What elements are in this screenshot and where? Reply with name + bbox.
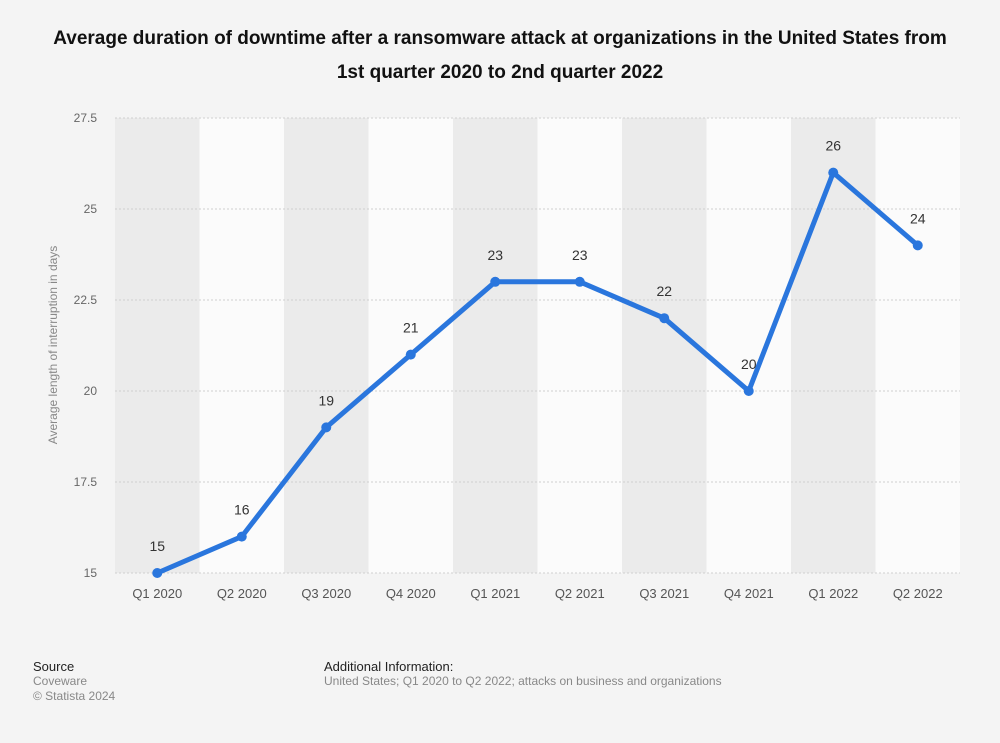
data-point xyxy=(321,422,332,433)
column-band xyxy=(706,118,791,573)
data-point xyxy=(236,531,247,542)
series-line xyxy=(154,170,921,576)
data-point xyxy=(912,240,923,251)
source-label: Source xyxy=(33,659,75,674)
column-band xyxy=(453,118,538,573)
y-tick-label: 27.5 xyxy=(74,111,98,125)
y-tick-label: 25 xyxy=(84,202,98,216)
copyright: © Statista 2024 xyxy=(33,689,116,703)
data-label: 19 xyxy=(318,392,334,408)
x-tick-label: Q2 2022 xyxy=(893,586,943,601)
data-label: 23 xyxy=(487,247,503,263)
data-point xyxy=(490,276,501,287)
additional-info-text: United States; Q1 2020 to Q2 2022; attac… xyxy=(324,674,722,688)
data-label: 23 xyxy=(572,247,588,263)
data-label: 22 xyxy=(656,283,672,299)
column-band xyxy=(875,118,960,573)
data-labels: 15 16 19 21 23 23 22 20 26 24 xyxy=(149,138,925,554)
additional-info-label: Additional Information: xyxy=(324,659,454,674)
source-name: Coveware xyxy=(33,674,88,688)
data-point xyxy=(743,386,754,396)
data-label: 20 xyxy=(741,356,757,372)
x-axis-ticks: Q1 2020 Q2 2020 Q3 2020 Q4 2020 Q1 2021 Q2 20… xyxy=(132,586,942,601)
column-band xyxy=(791,118,876,573)
y-tick-label: 20 xyxy=(84,384,98,398)
data-point xyxy=(574,276,585,287)
x-tick-label: Q4 2020 xyxy=(386,586,436,601)
source-block: Source Coveware © Statista 2024 xyxy=(33,659,115,704)
y-axis-ticks: 15 17.5 20 22.5 25 27.5 xyxy=(74,111,98,580)
additional-info-block: Additional Information: United States; Q… xyxy=(324,659,722,689)
y-tick-label: 22.5 xyxy=(74,293,98,307)
data-label: 21 xyxy=(403,320,419,336)
x-tick-label: Q2 2021 xyxy=(555,586,605,601)
data-point xyxy=(828,167,839,178)
data-label: 26 xyxy=(825,138,841,154)
chart-title: Average duration of downtime after a ran… xyxy=(53,28,947,83)
x-tick-label: Q1 2022 xyxy=(808,586,858,601)
x-tick-label: Q3 2021 xyxy=(639,586,689,601)
x-tick-label: Q2 2020 xyxy=(217,586,267,601)
column-band xyxy=(537,118,622,573)
y-tick-label: 17.5 xyxy=(74,475,98,489)
column-band xyxy=(368,118,453,573)
x-tick-label: Q3 2020 xyxy=(301,586,351,601)
data-point xyxy=(659,313,670,324)
data-label: 16 xyxy=(234,502,250,518)
x-tick-label: Q4 2021 xyxy=(724,586,774,601)
data-point xyxy=(405,349,416,360)
y-tick-label: 15 xyxy=(84,566,98,580)
column-bands xyxy=(115,118,960,573)
column-band xyxy=(115,118,200,573)
data-label: 15 xyxy=(149,538,165,554)
x-tick-label: Q1 2020 xyxy=(132,586,182,601)
data-point xyxy=(152,568,163,578)
x-tick-label: Q1 2021 xyxy=(470,586,520,601)
column-band xyxy=(284,118,369,573)
data-label: 24 xyxy=(910,210,926,226)
data-points xyxy=(152,167,923,578)
y-axis-label: Average length of interruption in days xyxy=(46,246,60,445)
